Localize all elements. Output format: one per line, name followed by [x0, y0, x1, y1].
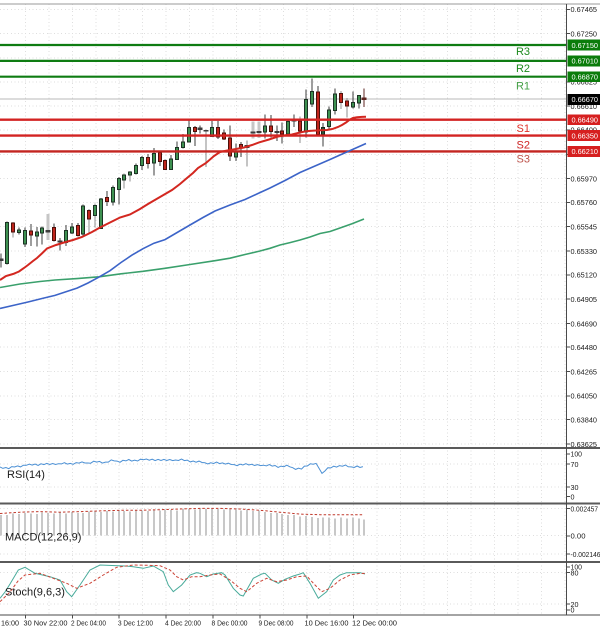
svg-text:0.63625: 0.63625	[571, 440, 598, 449]
svg-text:0.66490: 0.66490	[572, 116, 599, 125]
svg-text:100: 100	[571, 563, 583, 572]
svg-text:4 Dec 20:00: 4 Dec 20:00	[165, 619, 201, 628]
svg-text:0.65120: 0.65120	[571, 271, 598, 280]
svg-text:12 Dec 00:00: 12 Dec 00:00	[352, 619, 397, 628]
svg-text:0.66350: 0.66350	[572, 131, 599, 140]
svg-text:0.66670: 0.66670	[572, 95, 599, 104]
svg-text:10 Dec 16:00: 10 Dec 16:00	[305, 619, 349, 628]
svg-text:0.64265: 0.64265	[571, 367, 598, 376]
svg-text:R1: R1	[516, 81, 530, 93]
svg-text:0.002457: 0.002457	[571, 505, 599, 514]
svg-text:9 Dec 08:00: 9 Dec 08:00	[259, 619, 294, 628]
svg-text:-0.002146: -0.002146	[571, 550, 600, 559]
svg-text:20: 20	[571, 600, 579, 609]
svg-text:MACD(12,26,9): MACD(12,26,9)	[5, 532, 81, 544]
svg-text:0.66870: 0.66870	[572, 73, 599, 82]
svg-text:0.63840: 0.63840	[571, 416, 598, 425]
svg-text:100: 100	[571, 450, 583, 459]
svg-text:16:00: 16:00	[1, 619, 19, 628]
svg-text:S2: S2	[517, 140, 530, 152]
svg-text:0: 0	[571, 606, 575, 615]
svg-text:0.64480: 0.64480	[571, 343, 598, 352]
svg-text:S3: S3	[517, 154, 530, 166]
svg-text:70: 70	[571, 460, 579, 469]
svg-text:0.66210: 0.66210	[572, 147, 599, 156]
svg-text:80: 80	[571, 569, 579, 578]
svg-text:RSI(14): RSI(14)	[7, 469, 45, 481]
svg-text:0.66610: 0.66610	[571, 102, 598, 111]
svg-text:3 Dec 12:00: 3 Dec 12:00	[118, 619, 153, 628]
svg-text:S1: S1	[517, 123, 530, 135]
svg-text:0.65545: 0.65545	[571, 223, 598, 232]
svg-text:0.67010: 0.67010	[572, 57, 599, 66]
svg-text:0.65970: 0.65970	[571, 174, 598, 183]
svg-text:30: 30	[571, 483, 579, 492]
svg-text:8 Dec 00:00: 8 Dec 00:00	[212, 619, 248, 628]
svg-text:0.64050: 0.64050	[571, 392, 598, 401]
svg-text:2 Dec 04:00: 2 Dec 04:00	[71, 619, 106, 628]
svg-text:0.67250: 0.67250	[571, 30, 598, 39]
svg-text:0.67150: 0.67150	[572, 41, 599, 50]
svg-text:0: 0	[571, 492, 575, 501]
svg-text:0.65330: 0.65330	[571, 247, 598, 256]
svg-text:R3: R3	[516, 46, 530, 58]
svg-text:0.64905: 0.64905	[571, 295, 598, 304]
svg-text:30 Nov 22:00: 30 Nov 22:00	[24, 619, 68, 628]
svg-text:R2: R2	[516, 63, 530, 75]
svg-text:Stoch(9,6,3): Stoch(9,6,3)	[5, 587, 65, 599]
svg-text:0.00: 0.00	[571, 532, 586, 541]
svg-text:0.64690: 0.64690	[571, 319, 598, 328]
svg-text:0.65760: 0.65760	[571, 198, 598, 207]
svg-text:0.67465: 0.67465	[571, 5, 598, 14]
